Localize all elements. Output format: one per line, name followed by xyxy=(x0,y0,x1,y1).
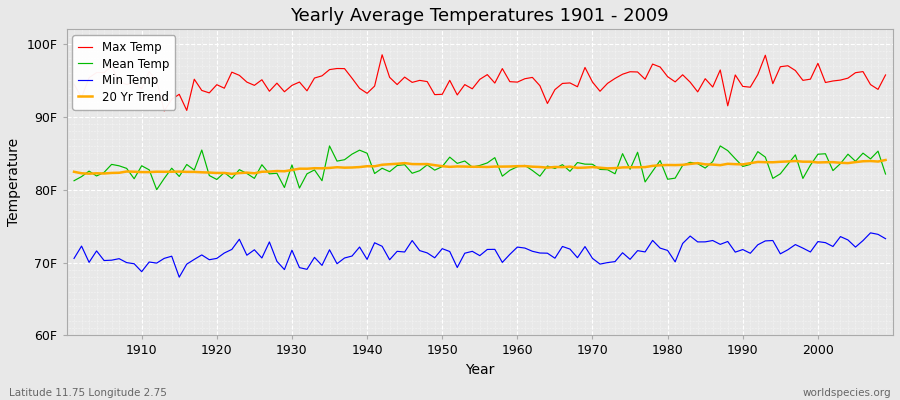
Min Temp xyxy=(68,256,79,261)
Max Temp xyxy=(377,52,388,57)
Min Temp xyxy=(865,230,876,235)
Mean Temp xyxy=(346,152,357,156)
Title: Yearly Average Temperatures 1901 - 2009: Yearly Average Temperatures 1901 - 2009 xyxy=(291,7,669,25)
Mean Temp xyxy=(609,172,620,176)
20 Yr Trend xyxy=(519,164,530,168)
Min Temp xyxy=(302,267,312,272)
20 Yr Trend xyxy=(227,172,238,176)
Mean Temp xyxy=(512,164,523,169)
Line: Mean Temp: Mean Temp xyxy=(74,146,886,190)
Max Temp xyxy=(158,108,169,113)
20 Yr Trend xyxy=(346,165,357,170)
Mean Temp xyxy=(519,163,530,168)
20 Yr Trend xyxy=(68,169,79,174)
X-axis label: Year: Year xyxy=(465,363,494,377)
Max Temp xyxy=(346,76,357,81)
Max Temp xyxy=(129,80,140,85)
Min Temp xyxy=(519,246,530,250)
Legend: Max Temp, Mean Temp, Min Temp, 20 Yr Trend: Max Temp, Mean Temp, Min Temp, 20 Yr Tre… xyxy=(72,35,176,110)
Min Temp xyxy=(346,254,357,258)
20 Yr Trend xyxy=(302,166,312,171)
Min Temp xyxy=(880,236,891,241)
20 Yr Trend xyxy=(880,158,891,162)
Mean Temp xyxy=(68,178,79,183)
Max Temp xyxy=(617,72,628,77)
20 Yr Trend xyxy=(129,169,140,174)
Line: Max Temp: Max Temp xyxy=(74,55,886,111)
Min Temp xyxy=(174,275,184,280)
Max Temp xyxy=(527,75,538,80)
Max Temp xyxy=(519,76,530,81)
Min Temp xyxy=(512,245,523,250)
Mean Temp xyxy=(151,187,162,192)
Max Temp xyxy=(68,82,79,86)
Line: 20 Yr Trend: 20 Yr Trend xyxy=(74,160,886,174)
Mean Temp xyxy=(302,172,312,176)
Mean Temp xyxy=(880,172,891,176)
Mean Temp xyxy=(129,176,140,181)
Min Temp xyxy=(129,261,140,266)
Mean Temp xyxy=(715,144,725,148)
Line: Min Temp: Min Temp xyxy=(74,233,886,277)
Text: worldspecies.org: worldspecies.org xyxy=(803,388,891,398)
Y-axis label: Temperature: Temperature xyxy=(7,138,21,226)
Text: Latitude 11.75 Longitude 2.75: Latitude 11.75 Longitude 2.75 xyxy=(9,388,166,398)
20 Yr Trend xyxy=(512,164,523,168)
Max Temp xyxy=(880,72,891,77)
Min Temp xyxy=(609,259,620,264)
Max Temp xyxy=(302,88,312,93)
20 Yr Trend xyxy=(609,166,620,170)
